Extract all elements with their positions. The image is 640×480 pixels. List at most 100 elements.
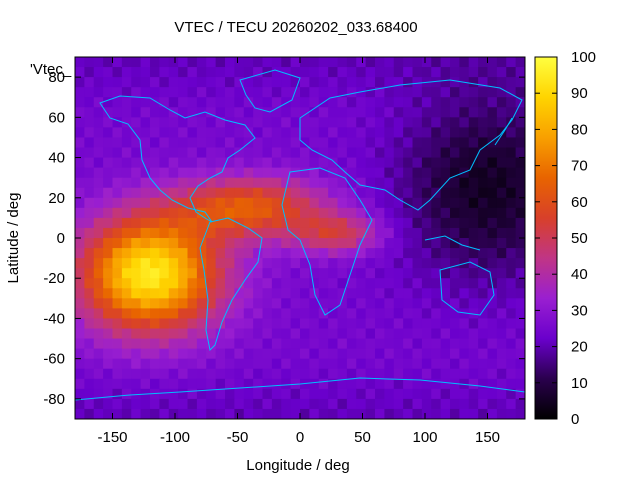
heatmap-cell: [328, 57, 339, 68]
heatmap-cell: [337, 378, 348, 390]
heatmap-cell: [393, 248, 404, 259]
heatmap-cell: [506, 318, 517, 330]
heatmap-cell: [365, 328, 376, 340]
heatmap-cell: [309, 248, 320, 259]
heatmap-cell: [290, 258, 301, 269]
heatmap-cell: [346, 97, 357, 108]
heatmap-cell: [262, 248, 273, 259]
heatmap-cell: [225, 358, 235, 370]
heatmap-cell: [271, 368, 282, 380]
heatmap-cell: [84, 308, 95, 320]
heatmap-cell: [487, 137, 498, 149]
heatmap-cell: [356, 398, 367, 410]
heatmap-cell: [440, 157, 451, 169]
heatmap-cell: [346, 388, 357, 400]
heatmap-cell: [159, 97, 170, 108]
heatmap-cell: [93, 258, 104, 269]
y-tick-label: 0: [57, 230, 65, 247]
heatmap-cell: [121, 238, 132, 249]
heatmap-cell: [290, 167, 301, 179]
heatmap-cell: [140, 177, 151, 189]
heatmap-cell: [225, 97, 235, 108]
heatmap-cell: [496, 187, 507, 199]
heatmap-cell: [506, 408, 517, 419]
heatmap-cell: [459, 177, 470, 189]
heatmap-cell: [450, 338, 460, 350]
heatmap-cell: [290, 268, 301, 279]
heatmap-cell: [384, 328, 395, 340]
heatmap-cell: [412, 298, 423, 309]
heatmap-cell: [140, 258, 151, 269]
heatmap-cell: [271, 358, 282, 370]
heatmap-cell: [478, 348, 489, 360]
heatmap-cell: [178, 258, 189, 269]
heatmap-cell: [328, 177, 339, 189]
heatmap-cell: [375, 298, 385, 309]
heatmap-cell: [356, 388, 367, 400]
heatmap-cell: [168, 318, 179, 330]
heatmap-cell: [337, 248, 348, 259]
heatmap-cell: [243, 248, 254, 259]
heatmap-cell: [112, 67, 123, 78]
heatmap-cell: [150, 378, 160, 390]
heatmap-cell: [328, 268, 339, 279]
heatmap-cell: [206, 248, 217, 259]
heatmap-cell: [515, 207, 525, 219]
heatmap-cell: [262, 57, 273, 68]
heatmap-cell: [75, 258, 85, 269]
heatmap-cell: [487, 298, 498, 309]
heatmap-cell: [487, 117, 498, 128]
heatmap-cell: [412, 187, 423, 199]
heatmap-cell: [384, 388, 395, 400]
heatmap-cell: [412, 338, 423, 350]
heatmap-cell: [421, 177, 432, 189]
heatmap-cell: [450, 117, 460, 128]
heatmap-cell: [225, 258, 235, 269]
heatmap-cell: [271, 268, 282, 279]
heatmap-cell: [300, 368, 310, 380]
heatmap-cell: [187, 147, 198, 159]
heatmap-cell: [281, 358, 292, 370]
heatmap-cell: [84, 368, 95, 380]
heatmap-cell: [103, 288, 114, 299]
heatmap-cell: [187, 117, 198, 128]
heatmap-cell: [150, 238, 160, 249]
heatmap-cell: [131, 77, 142, 88]
heatmap-cell: [318, 258, 329, 269]
coast-japan: [494, 117, 513, 146]
heatmap-cell: [440, 278, 451, 289]
heatmap-cell: [468, 298, 479, 309]
heatmap-cell: [253, 408, 264, 419]
heatmap-cell: [140, 117, 151, 128]
heatmap-cell: [375, 268, 385, 279]
heatmap-cell: [328, 87, 339, 98]
heatmap-cell: [168, 77, 179, 88]
heatmap-cell: [496, 77, 507, 88]
heatmap-cell: [346, 137, 357, 149]
heatmap-cell: [459, 57, 470, 68]
heatmap-cell: [196, 378, 207, 390]
heatmap-cell: [84, 408, 95, 419]
heatmap-cell: [346, 378, 357, 390]
heatmap-cell: [281, 67, 292, 78]
heatmap-cell: [290, 388, 301, 400]
heatmap-cell: [75, 127, 85, 139]
heatmap-cell: [384, 308, 395, 320]
y-tick-label: 60: [48, 109, 65, 126]
heatmap-cell: [384, 197, 395, 209]
heatmap-cell: [300, 187, 310, 199]
heatmap-cell: [459, 207, 470, 219]
heatmap-cell: [253, 227, 264, 239]
heatmap-cell: [487, 67, 498, 78]
heatmap-cell: [290, 97, 301, 108]
heatmap-cell: [281, 328, 292, 340]
heatmap-cell: [243, 197, 254, 209]
heatmap-cell: [75, 308, 85, 320]
colorbar-tick-label: 30: [571, 302, 588, 319]
heatmap-cell: [168, 207, 179, 219]
heatmap-cell: [281, 278, 292, 289]
heatmap-cell: [84, 338, 95, 350]
heatmap-cell: [84, 238, 95, 249]
heatmap-cell: [506, 308, 517, 320]
heatmap-cell: [140, 248, 151, 259]
